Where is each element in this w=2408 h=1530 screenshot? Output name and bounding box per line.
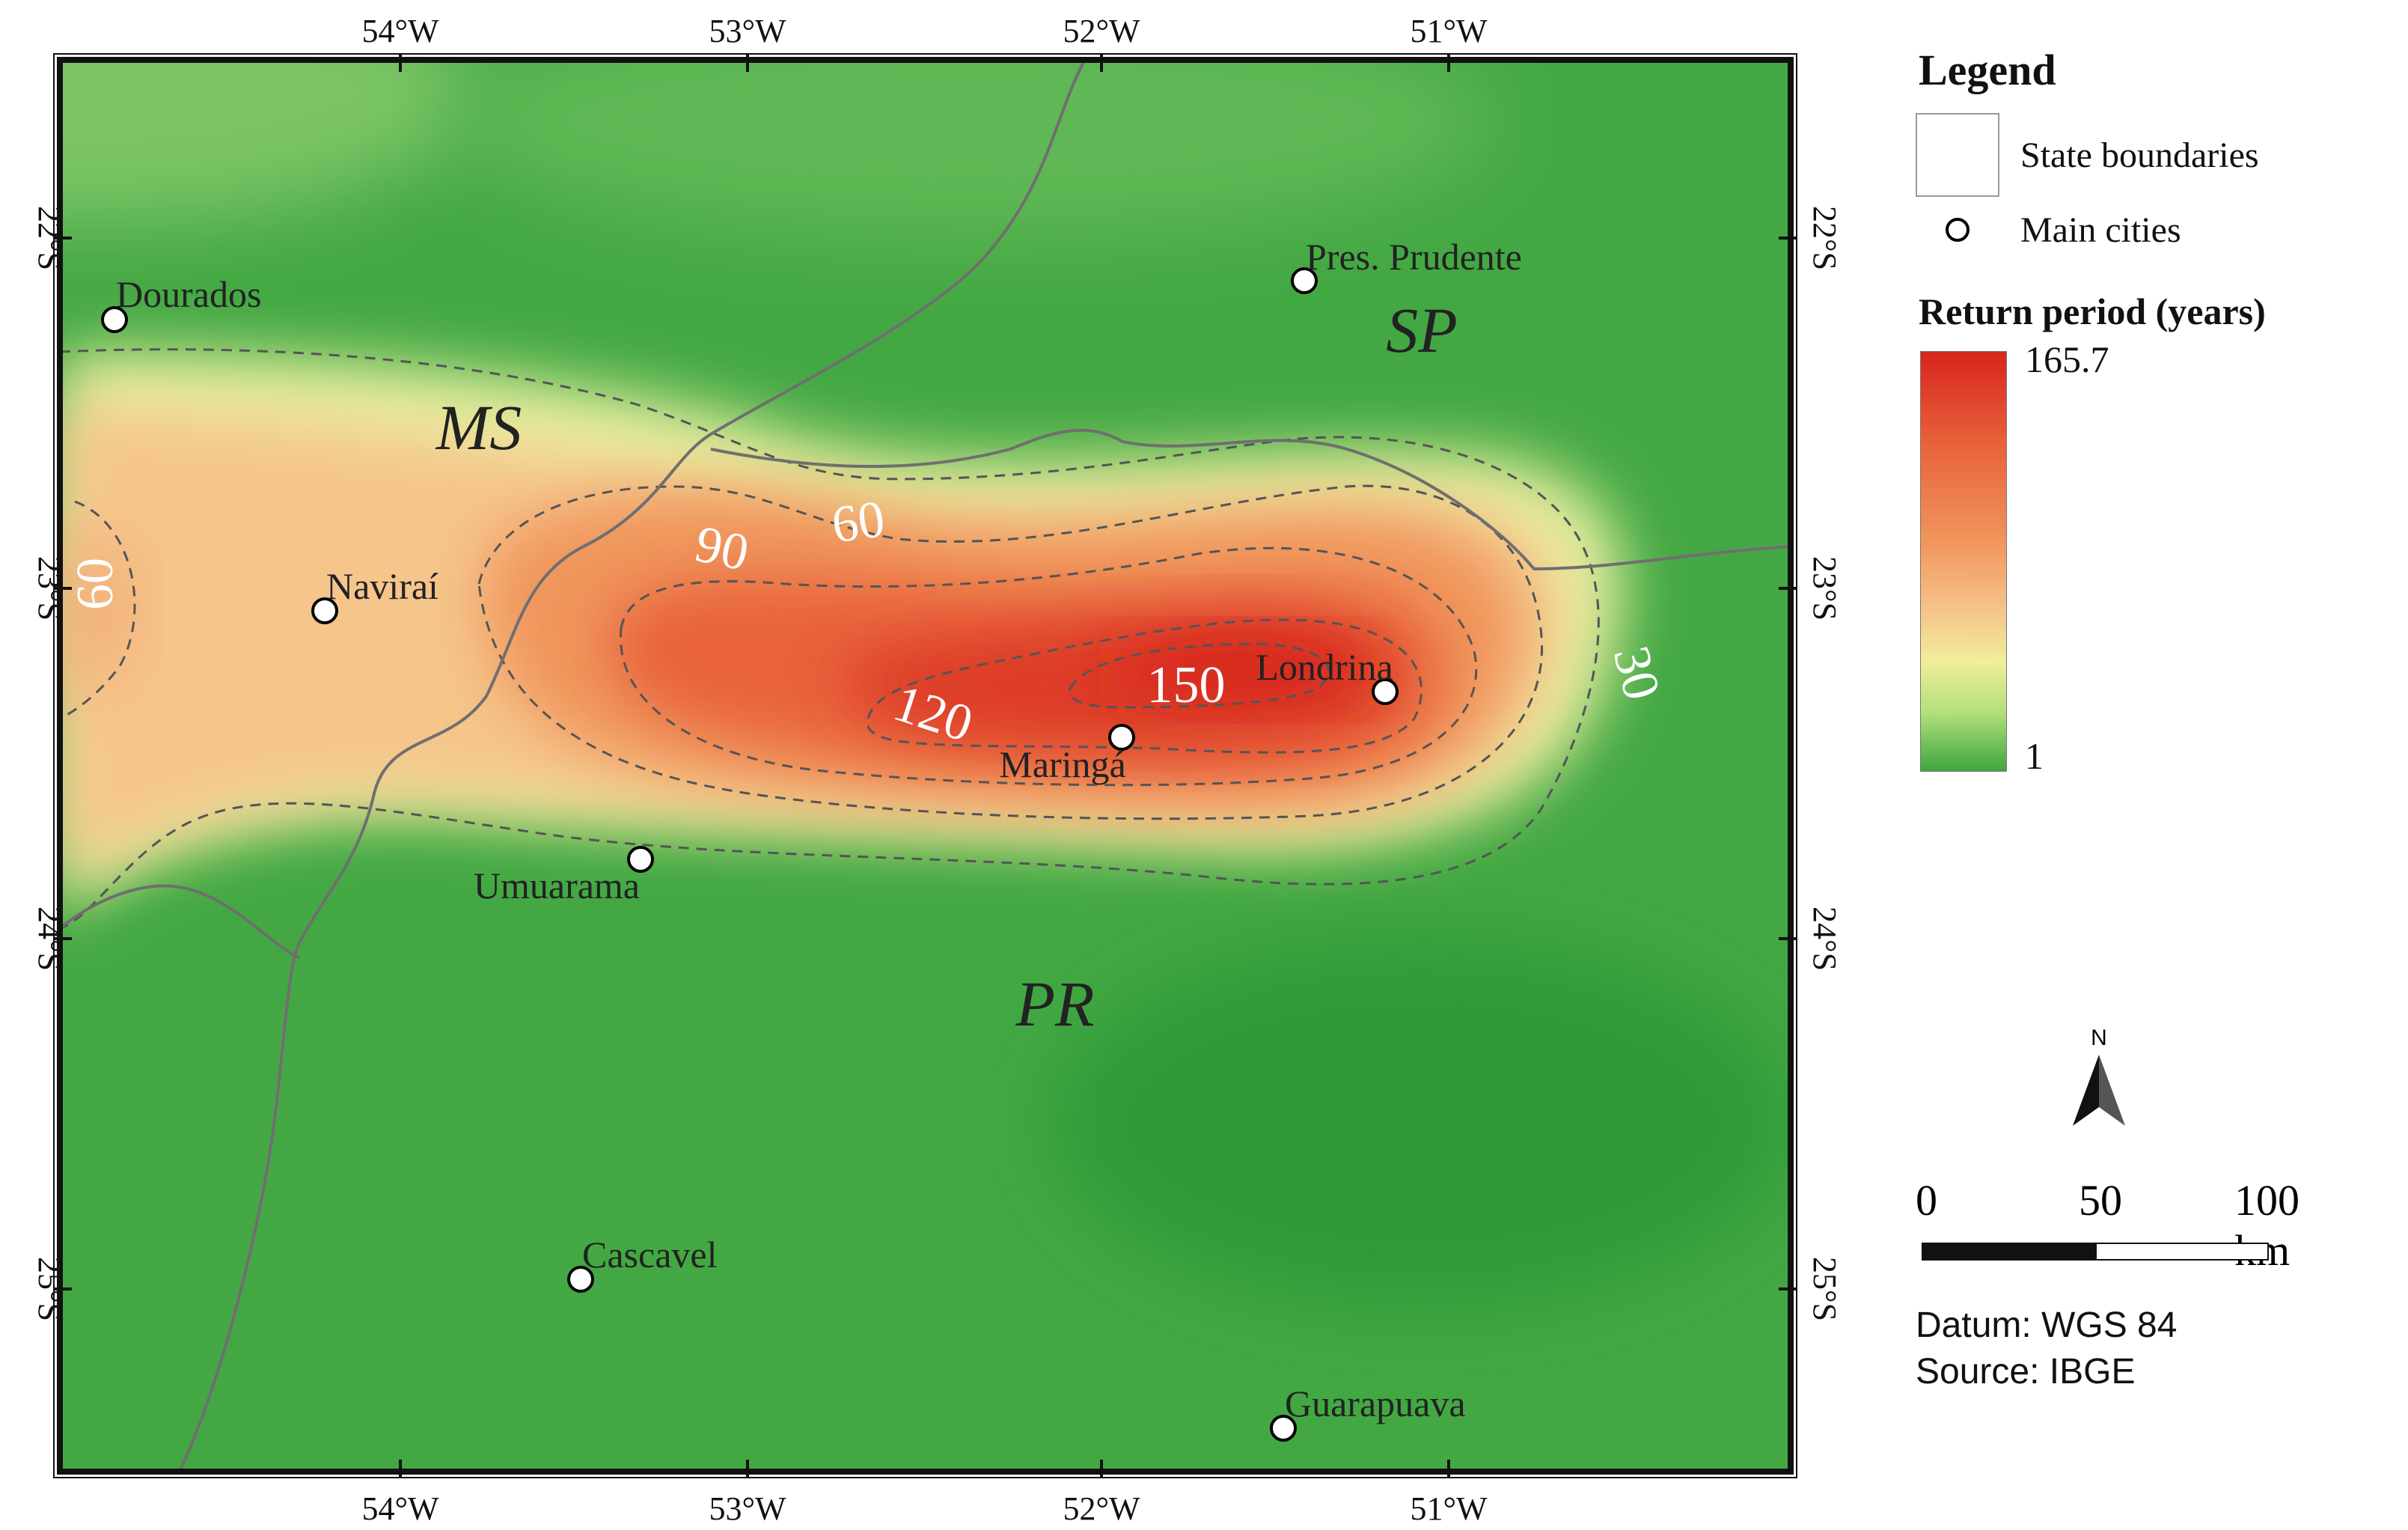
scale-label-50: 50 xyxy=(2079,1176,2122,1225)
legend-row-main-cities: Main cities xyxy=(1916,200,2395,260)
city-label: Londrina xyxy=(1256,646,1393,688)
city-label: Naviraí xyxy=(326,565,438,607)
lon-tick-top-4: 51°W xyxy=(1410,13,1488,49)
city-pres-prudente: Pres. Prudente xyxy=(1291,236,1522,294)
contour-30-line xyxy=(60,348,1600,930)
state-label-sp: SP xyxy=(1386,294,1458,366)
scale-label-100: 100 km xyxy=(2234,1176,2299,1275)
scale-label-0: 0 xyxy=(1916,1176,1937,1225)
state-boundary-swatch xyxy=(1916,113,1999,197)
color-ramp: 165.7 1 xyxy=(1916,338,2395,787)
city-marker xyxy=(1372,678,1399,705)
lon-tick-bottom-2: 53°W xyxy=(709,1490,786,1527)
contour-150-line xyxy=(1068,642,1330,709)
city-maringa: Maringá xyxy=(999,724,1135,785)
lat-tick-right-4: 25°S xyxy=(1806,1257,1843,1321)
city-label: Pres. Prudente xyxy=(1306,236,1522,278)
north-arrow: N xyxy=(2065,1025,2133,1138)
city-label: Cascavel xyxy=(582,1234,717,1275)
city-marker xyxy=(1108,724,1135,751)
city-cascavel: Cascavel xyxy=(567,1234,717,1293)
lon-tick-top-2: 53°W xyxy=(709,13,786,49)
lat-tick-left-1: 22°S xyxy=(31,206,68,270)
scale-bar: 0 50 100 km xyxy=(1916,1175,2335,1280)
contour-120-line xyxy=(866,618,1423,754)
state-boundaries xyxy=(60,60,1791,1472)
ms-pr-boundary-line xyxy=(178,60,1087,1472)
color-ramp-bar xyxy=(1920,351,2007,772)
city-guarapuava: Guarapuava xyxy=(1270,1383,1466,1442)
lat-tick-left-2: 23°S xyxy=(31,556,68,621)
state-label-pr: PR xyxy=(1015,968,1094,1040)
sp-pr-boundary-line xyxy=(710,428,1791,571)
state-label-ms: MS xyxy=(435,391,522,463)
city-umuarama: Umuarama xyxy=(474,846,654,906)
city-marker xyxy=(567,1266,594,1293)
lon-tick-top-1: 54°W xyxy=(361,13,439,49)
city-marker xyxy=(627,846,654,873)
ms-pr-south-boundary-line xyxy=(60,884,300,960)
scale-segment-light xyxy=(2095,1243,2269,1261)
ramp-min-label: 1 xyxy=(2025,735,2044,777)
city-navirai: Naviraí xyxy=(311,565,438,624)
legend-row-state-boundaries: State boundaries xyxy=(1916,110,2395,200)
graticule-ticks xyxy=(54,54,1797,1478)
lat-tick-left-4: 25°S xyxy=(31,1257,68,1321)
lon-tick-bottom-1: 54°W xyxy=(361,1490,439,1527)
city-dot-icon xyxy=(1946,218,1970,242)
contour-lines xyxy=(60,348,1600,930)
north-arrow-icon xyxy=(2073,1055,2125,1126)
source-text: Source: IBGE xyxy=(1916,1352,2136,1392)
legend-panel: Legend State boundaries Main cities Retu… xyxy=(1916,45,2395,787)
lat-tick-right-2: 23°S xyxy=(1806,556,1843,621)
city-marker xyxy=(101,306,128,333)
lon-tick-bottom-3: 52°W xyxy=(1063,1490,1140,1527)
map-frame-outer xyxy=(53,53,1797,1478)
city-symbol xyxy=(1916,218,1999,242)
contour-label-150: 150 xyxy=(1147,656,1226,714)
return-period-surface xyxy=(60,60,1791,1472)
ramp-max-label: 165.7 xyxy=(2025,338,2109,380)
city-label: Umuarama xyxy=(474,865,640,906)
scale-segment-dark xyxy=(1922,1243,2095,1261)
city-label: Dourados xyxy=(116,273,261,315)
contour-label-90: 90 xyxy=(690,515,753,582)
lon-tick-top-3: 52°W xyxy=(1063,13,1140,49)
lon-tick-bottom-4: 51°W xyxy=(1410,1490,1488,1527)
map-frame xyxy=(57,57,1794,1475)
city-marker xyxy=(1270,1415,1297,1442)
city-londrina: Londrina xyxy=(1256,646,1399,705)
datum-text: Datum: WGS 84 xyxy=(1916,1305,2178,1345)
city-label: Maringá xyxy=(999,743,1125,785)
legend-label-main-cities: Main cities xyxy=(2020,210,2181,250)
contour-label-60-west: 60 xyxy=(67,558,124,610)
city-marker xyxy=(311,597,338,624)
city-marker xyxy=(1291,267,1318,294)
map-metadata: Datum: WGS 84 Source: IBGE xyxy=(1916,1302,2177,1395)
ramp-title: Return period (years) xyxy=(1919,290,2266,332)
contour-60b-line xyxy=(477,484,1544,820)
legend-title: Legend xyxy=(1919,46,2056,94)
lat-tick-left-3: 24°S xyxy=(31,906,68,971)
lat-tick-right-3: 24°S xyxy=(1806,906,1843,971)
contour-90-line xyxy=(620,546,1478,787)
contour-60-line xyxy=(60,500,136,720)
legend-label-state-boundaries: State boundaries xyxy=(2020,135,2259,175)
north-label: N xyxy=(2091,1025,2107,1050)
city-dourados: Dourados xyxy=(101,273,261,333)
lat-tick-right-1: 22°S xyxy=(1806,206,1843,270)
city-label: Guarapuava xyxy=(1285,1383,1466,1424)
contour-label-60: 60 xyxy=(828,490,888,555)
